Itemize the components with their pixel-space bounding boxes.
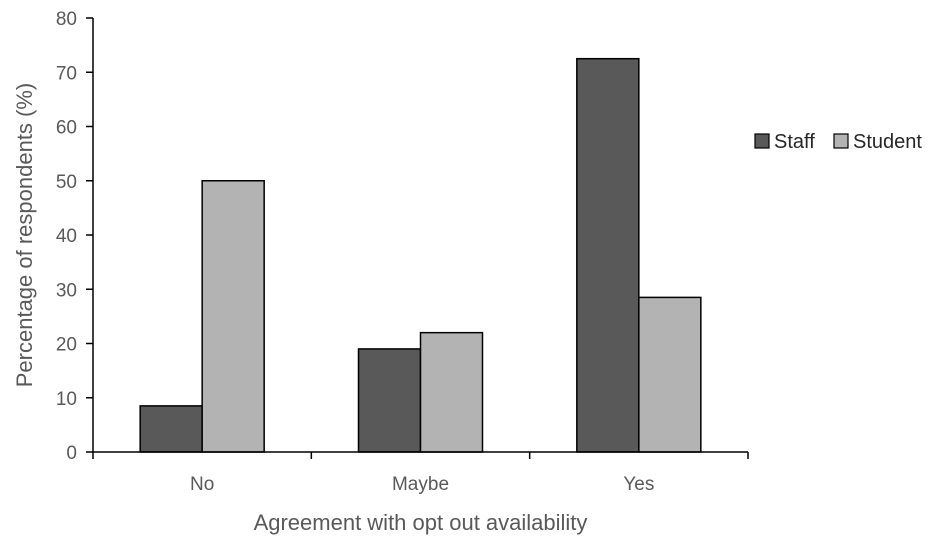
y-tick-label: 60 xyxy=(56,118,77,139)
legend-label-student: Student xyxy=(853,131,922,153)
y-tick-label: 20 xyxy=(56,335,77,356)
bar-staff-yes xyxy=(576,57,640,453)
legend-label-staff: Staff xyxy=(774,131,815,153)
bar-staff-maybe xyxy=(357,348,422,453)
x-axis-title: Agreement with opt out availability xyxy=(254,510,588,535)
x-tick-label: Maybe xyxy=(392,474,449,495)
legend-swatch-student xyxy=(833,133,849,149)
y-ticks: 0 10 20 30 40 50 60 70 80 xyxy=(56,9,93,464)
bar-student-no xyxy=(201,180,265,453)
y-tick-label: 80 xyxy=(56,9,77,30)
x-tick-label: Yes xyxy=(623,474,654,495)
x-ticks: No Maybe Yes xyxy=(92,452,749,495)
y-tick-label: 40 xyxy=(56,226,77,247)
y-tick-label: 0 xyxy=(66,443,77,464)
legend: Staff Student xyxy=(754,131,922,153)
y-tick-label: 50 xyxy=(56,172,77,193)
legend-swatch-staff xyxy=(754,133,770,149)
bar-staff-no xyxy=(139,405,203,453)
x-tick-label: No xyxy=(190,474,214,495)
bar-student-maybe xyxy=(419,331,484,453)
y-axis-title: Percentage of respondents (%) xyxy=(12,83,37,388)
bars-layer xyxy=(139,57,702,453)
y-tick-label: 10 xyxy=(56,389,77,410)
y-tick-label: 70 xyxy=(56,63,77,84)
y-tick-label: 30 xyxy=(56,280,77,301)
bar-student-yes xyxy=(638,296,702,453)
